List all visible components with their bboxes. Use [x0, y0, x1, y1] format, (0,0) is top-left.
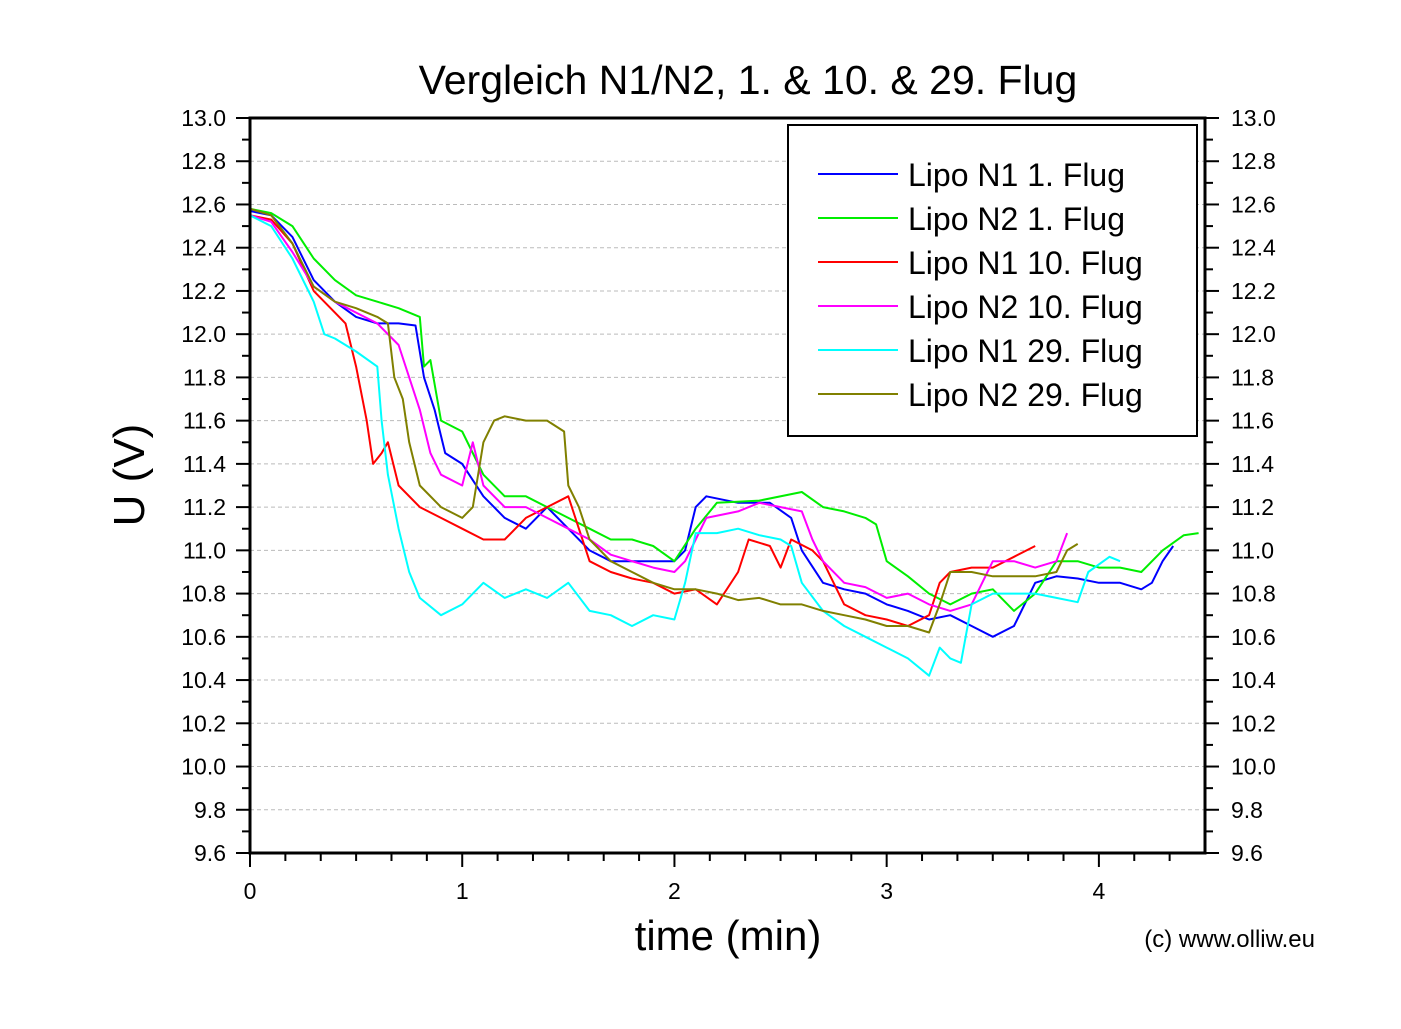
legend-box [787, 124, 1198, 437]
y-tick-label-right: 11.4 [1231, 451, 1274, 477]
y-tick-label-left: 11.2 [183, 494, 226, 520]
y-tick-label-right: 10.6 [1231, 624, 1276, 650]
x-tick-label: 0 [244, 878, 257, 904]
series-line [249, 207, 1079, 634]
y-tick-label-right: 12.2 [1231, 278, 1276, 304]
y-tick-label-left: 13.0 [181, 105, 226, 131]
y-tick-label-right: 10.8 [1231, 581, 1276, 607]
y-tick-label-right: 11.2 [1231, 494, 1274, 520]
y-tick-label-right: 12.0 [1231, 321, 1276, 347]
y-tick-label-left: 12.0 [181, 321, 226, 347]
series-line [249, 214, 1121, 677]
y-tick-label-left: 10.4 [181, 667, 226, 693]
y-tick-label-left: 12.2 [181, 278, 226, 304]
copyright-annotation: (c) www.olliw.eu [1144, 926, 1315, 953]
y-tick-label-right: 10.4 [1231, 667, 1276, 693]
y-tick-label-right: 11.0 [1231, 537, 1274, 563]
y-tick-label-left: 11.6 [183, 408, 226, 434]
series-line [249, 214, 1069, 612]
y-tick-label-left: 12.4 [181, 235, 226, 261]
y-tick-label-left: 9.6 [194, 840, 226, 866]
legend-label: Lipo N2 10. Flug [908, 289, 1143, 325]
series-line [249, 210, 1175, 638]
series-lines [249, 207, 1199, 677]
legend-label: Lipo N2 29. Flug [908, 377, 1143, 413]
y-tick-label-right: 10.0 [1231, 754, 1276, 780]
y-tick-label-left: 12.6 [181, 191, 226, 217]
y-tick-label-right: 9.6 [1231, 840, 1263, 866]
y-tick-label-left: 10.8 [181, 581, 226, 607]
y-tick-label-left: 10.0 [181, 754, 226, 780]
y-tick-label-right: 10.2 [1231, 710, 1276, 736]
y-tick-label-left: 11.4 [183, 451, 226, 477]
legend-label: Lipo N1 1. Flug [908, 157, 1125, 193]
y-tick-label-right: 12.6 [1231, 191, 1276, 217]
x-tick-label: 3 [880, 878, 893, 904]
y-tick-label-right: 11.8 [1231, 364, 1274, 390]
legend-label: Lipo N1 29. Flug [908, 333, 1143, 369]
series-line [249, 207, 1199, 612]
y-tick-label-left: 10.6 [181, 624, 226, 650]
grid [250, 160, 1205, 811]
y-tick-label-left: 9.8 [194, 797, 226, 823]
y-tick-label-right: 11.6 [1231, 408, 1274, 434]
y-tick-label-right: 12.4 [1231, 235, 1276, 261]
series-line [249, 214, 1036, 627]
x-axis-label: time (min) [635, 912, 822, 959]
y-tick-label-left: 10.2 [181, 710, 226, 736]
legend-label: Lipo N2 1. Flug [908, 201, 1125, 237]
y-tick-label-left: 12.8 [181, 148, 226, 174]
y-tick-label-right: 13.0 [1231, 105, 1276, 131]
y-tick-label-right: 12.8 [1231, 148, 1276, 174]
y-axis-label: U (V) [105, 424, 154, 527]
axes: 9.6 9.6 9.8 9.8 10.0 10.0 10.2 10.2 10.4 10.4 10.6… [181, 105, 1276, 904]
legend-label: Lipo N1 10. Flug [908, 245, 1143, 281]
x-tick-label: 1 [456, 878, 469, 904]
legend: Lipo N1 1. Flug Lipo N2 1. Flug Lipo N1 10… [787, 124, 1198, 437]
y-tick-label-left: 11.8 [183, 364, 226, 390]
y-tick-label-right: 9.8 [1231, 797, 1263, 823]
x-tick-label: 2 [668, 878, 681, 904]
y-tick-label-left: 11.0 [183, 537, 226, 563]
chart-title: Vergleich N1/N2, 1. & 10. & 29. Flug [419, 57, 1078, 103]
x-tick-label: 4 [1092, 878, 1105, 904]
